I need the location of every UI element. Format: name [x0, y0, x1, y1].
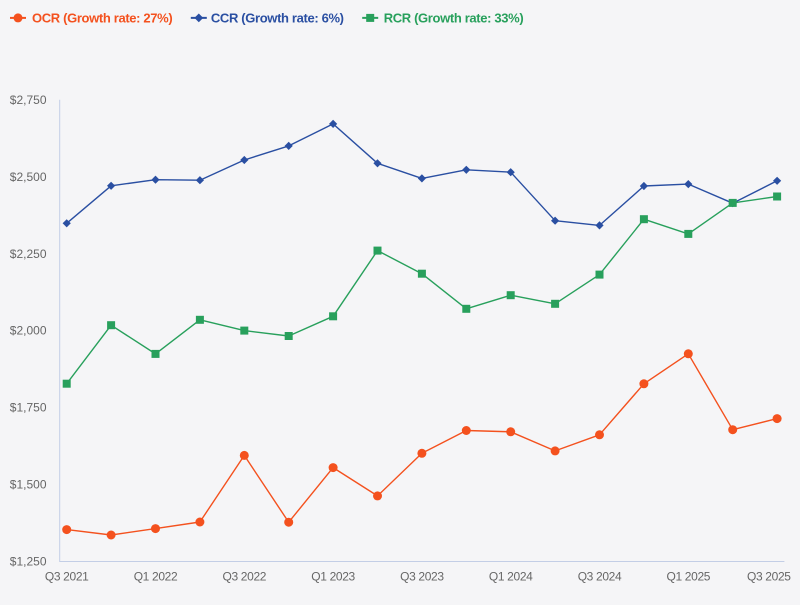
- svg-text:Q1 2024: Q1 2024: [489, 570, 533, 584]
- svg-text:$2,250: $2,250: [10, 247, 47, 261]
- svg-text:Q3 2025: Q3 2025: [747, 570, 791, 584]
- svg-text:Q1 2023: Q1 2023: [311, 570, 355, 584]
- svg-text:RCR (Growth rate: 33%): RCR (Growth rate: 33%): [384, 10, 524, 25]
- svg-text:$1,250: $1,250: [10, 555, 47, 569]
- svg-text:Q1 2022: Q1 2022: [134, 570, 178, 584]
- svg-text:CCR (Growth rate: 6%): CCR (Growth rate: 6%): [211, 10, 344, 25]
- svg-text:$1,750: $1,750: [10, 401, 47, 415]
- svg-text:Q3 2024: Q3 2024: [578, 570, 622, 584]
- svg-text:OCR (Growth rate: 27%): OCR (Growth rate: 27%): [32, 10, 172, 25]
- svg-text:$1,500: $1,500: [10, 478, 47, 492]
- svg-text:$2,500: $2,500: [10, 170, 47, 184]
- svg-text:Q1 2025: Q1 2025: [667, 570, 711, 584]
- svg-text:Q3 2023: Q3 2023: [400, 570, 444, 584]
- svg-text:$2,750: $2,750: [10, 93, 47, 107]
- svg-text:Q3 2021: Q3 2021: [45, 570, 89, 584]
- svg-text:Q3 2022: Q3 2022: [223, 570, 267, 584]
- svg-text:$2,000: $2,000: [10, 324, 47, 338]
